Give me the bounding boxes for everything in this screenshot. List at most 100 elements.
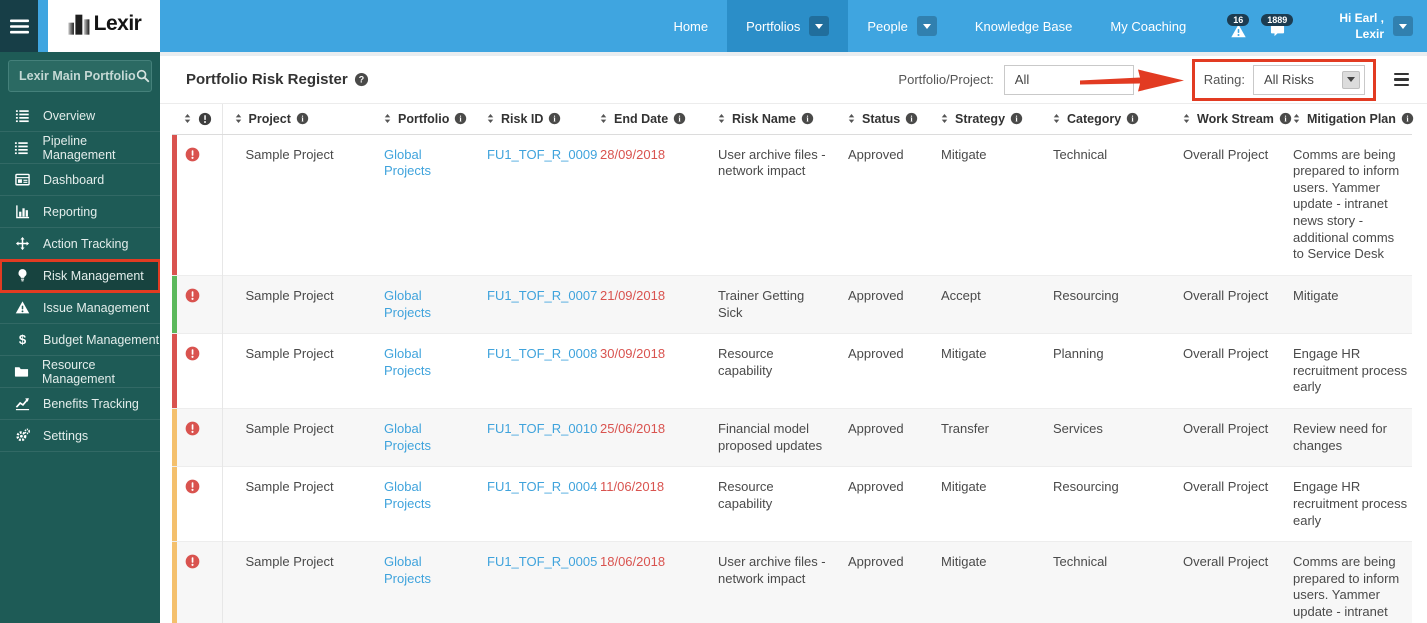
user-caret-button[interactable] — [1393, 16, 1413, 36]
portfolio-link[interactable]: Global Projects — [384, 421, 431, 453]
cell-end-date: 25/06/2018 — [600, 421, 666, 436]
sidebar-item-budget-management[interactable]: $ Budget Management — [0, 324, 160, 356]
cell-project: Sample Project — [245, 479, 334, 495]
messages-indicator[interactable]: 1889 — [1261, 14, 1294, 38]
risk-id-link[interactable]: FU1_TOF_R_0007 — [487, 287, 598, 303]
info-icon[interactable]: i — [905, 112, 918, 125]
rating-stripe — [172, 334, 177, 408]
sidebar-toggle-button[interactable] — [0, 0, 38, 52]
alert-triangle-icon — [1230, 23, 1247, 39]
warn-circle-red-icon — [185, 554, 200, 569]
rating-stripe — [172, 542, 177, 623]
cell-risk-name: User archive files - network impact — [718, 146, 826, 179]
column-header-strategy[interactable]: Strategy i — [929, 104, 1041, 135]
portfolio-link[interactable]: Global Projects — [384, 479, 431, 511]
column-header-project[interactable]: Project i — [222, 104, 372, 135]
main-content: Portfolio Risk Register ? Portfolio/Proj… — [160, 52, 1427, 623]
risk-id-link[interactable]: FU1_TOF_R_0008 — [487, 346, 598, 362]
svg-text:?: ? — [358, 75, 363, 85]
cell-work-stream: Overall Project — [1183, 346, 1269, 362]
cell-portfolio: Global Projects — [372, 275, 475, 333]
sidebar-item-label: Pipeline Management — [42, 133, 116, 162]
cell-strategy: Accept — [941, 287, 981, 303]
column-header-risk-name[interactable]: Risk Name i — [706, 104, 836, 135]
rating-stripe — [172, 409, 177, 467]
help-icon[interactable]: ? — [354, 72, 369, 87]
cell-status: Approved — [848, 346, 904, 362]
sidebar-item-resource-management[interactable]: Resource Management — [0, 356, 160, 388]
portfolio-link[interactable]: Global Projects — [384, 146, 431, 179]
risk-id-link[interactable]: FU1_TOF_R_0010 — [487, 421, 598, 436]
cell-risk-name: Resource capability — [718, 346, 774, 378]
sidebar-item-overview[interactable]: Overview — [0, 100, 160, 132]
portfolio-search[interactable]: Lexir Main Portfolio — [8, 60, 152, 92]
user-menu[interactable]: Hi Earl , Lexir — [1309, 0, 1427, 52]
bulb-icon — [14, 268, 30, 283]
nav-item-my-coaching[interactable]: My Coaching — [1110, 18, 1187, 34]
nav-item-home[interactable]: Home — [673, 18, 709, 34]
sidebar-item-risk-management[interactable]: Risk Management — [0, 259, 161, 293]
column-header-portfolio[interactable]: Portfolio i — [372, 104, 475, 135]
info-icon[interactable]: i — [1010, 112, 1023, 125]
risk-id-link[interactable]: FU1_TOF_R_0004 — [487, 479, 598, 495]
nav-caret-button[interactable] — [916, 16, 937, 36]
cell-strategy: Mitigate — [941, 479, 987, 495]
info-icon[interactable]: i — [1401, 112, 1414, 125]
column-header-end-date[interactable]: End Date i — [588, 104, 706, 135]
column-header-status[interactable]: Status i — [836, 104, 929, 135]
messages-count-badge: 1889 — [1261, 14, 1294, 26]
sidebar-item-pipeline-management[interactable]: Pipeline Management — [0, 132, 160, 164]
table-menu-button[interactable] — [1392, 69, 1411, 91]
cell-strategy: Transfer — [941, 421, 989, 436]
column-header-mitigation-plan[interactable]: Mitigation Plan i — [1281, 104, 1414, 135]
brand-logo[interactable]: Lexir — [48, 0, 160, 48]
svg-text:i: i — [554, 115, 557, 124]
sidebar-item-benefits-tracking[interactable]: Benefits Tracking — [0, 388, 160, 420]
cell-risk-id: FU1_TOF_R_0010 — [475, 409, 597, 467]
nav-caret-button[interactable] — [809, 16, 830, 36]
info-icon[interactable]: i — [1126, 112, 1139, 125]
info-icon[interactable]: i — [1279, 112, 1292, 125]
rating-filter[interactable]: All Risks — [1253, 64, 1365, 95]
risk-id-link[interactable]: FU1_TOF_R_0009 — [487, 146, 598, 162]
portfolio-link[interactable]: Global Projects — [384, 554, 431, 586]
info-icon[interactable]: i — [454, 112, 467, 125]
cell-status: Approved — [848, 421, 904, 436]
portfolio-link[interactable]: Global Projects — [384, 287, 431, 320]
hamburger-icon — [9, 19, 29, 34]
sidebar-item-dashboard[interactable]: Dashboard — [0, 164, 160, 196]
sidebar-item-settings[interactable]: Settings — [0, 420, 160, 452]
sort-icon — [485, 112, 496, 125]
column-header-work-stream[interactable]: Work Stream i — [1171, 104, 1292, 135]
sidebar-item-label: Settings — [43, 428, 89, 443]
portfolio-link[interactable]: Global Projects — [384, 346, 431, 378]
nav-item-people[interactable]: People — [848, 0, 955, 52]
rating-caret-button[interactable] — [1342, 70, 1360, 89]
info-icon[interactable]: i — [673, 112, 686, 125]
sort-icon — [233, 112, 244, 125]
alerts-indicator[interactable]: 16 — [1227, 13, 1250, 39]
info-icon[interactable]: i — [801, 112, 814, 125]
sort-icon — [716, 112, 727, 125]
column-header-rating[interactable] — [172, 104, 223, 135]
cell-risk-id: FU1_TOF_R_0004 — [475, 467, 597, 542]
cell-project: Sample Project — [245, 421, 334, 436]
column-header-category[interactable]: Category i — [1041, 104, 1171, 135]
cell-mitigation-plan: Comms are being prepared to inform users… — [1293, 554, 1400, 623]
column-header-risk-id[interactable]: Risk ID i — [475, 104, 588, 135]
sidebar-item-action-tracking[interactable]: Action Tracking — [0, 228, 160, 260]
cell-rating — [172, 541, 223, 623]
cell-risk-name: Resource capability — [718, 479, 774, 511]
sidebar-item-issue-management[interactable]: Issue Management — [0, 292, 160, 324]
nav-item-knowledge-base[interactable]: Knowledge Base — [974, 18, 1073, 34]
nav-item-portfolios[interactable]: Portfolios — [727, 0, 849, 52]
rating-filter-label: Rating: — [1203, 72, 1245, 87]
table-row: Sample Project Global Projects FU1_TOF_R_0… — [172, 408, 1412, 467]
sidebar-item-label: Reporting — [43, 204, 98, 219]
sidebar-item-reporting[interactable]: Reporting — [0, 196, 160, 228]
risk-id-link[interactable]: FU1_TOF_R_0005 — [487, 554, 598, 570]
move-icon — [14, 236, 30, 251]
info-icon[interactable]: i — [548, 112, 561, 125]
svg-text:i: i — [1406, 115, 1409, 124]
info-icon[interactable]: i — [296, 112, 309, 125]
